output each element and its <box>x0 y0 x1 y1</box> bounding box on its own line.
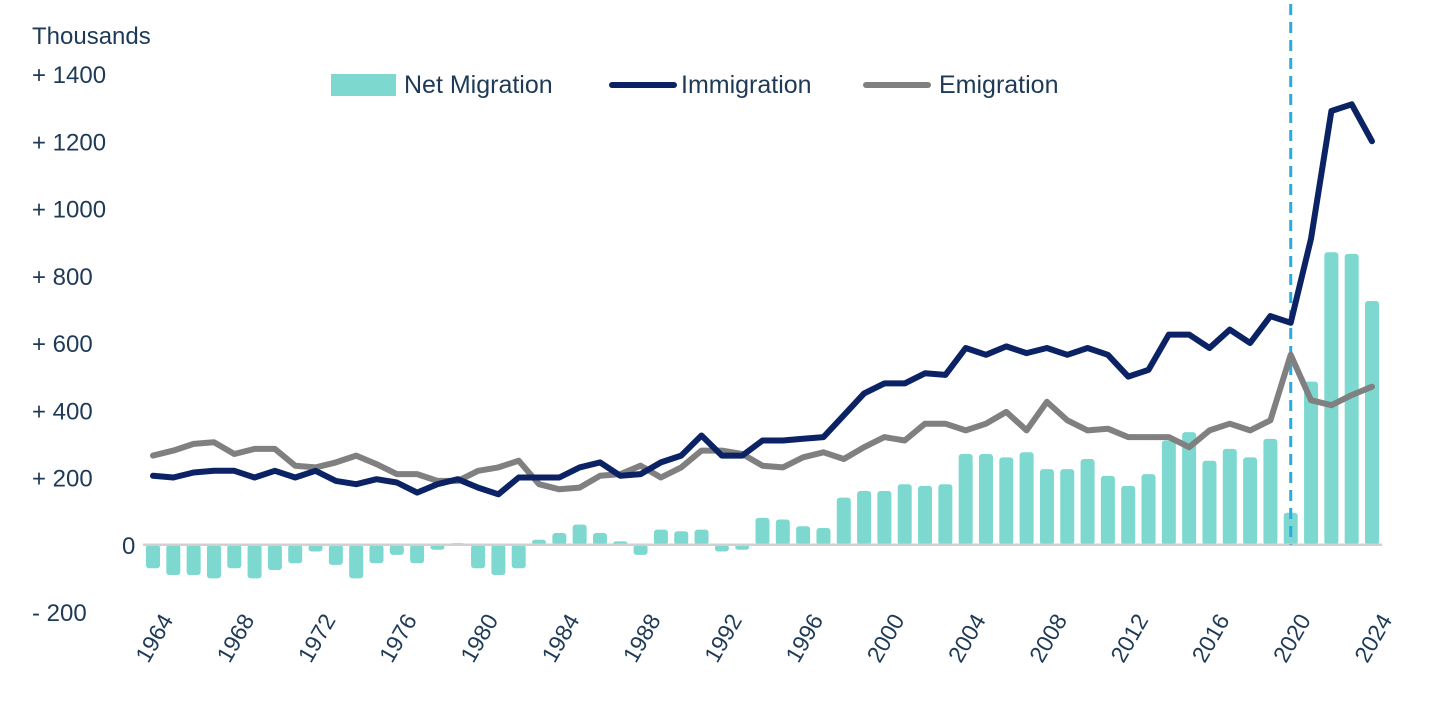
net-migration-bar <box>958 453 973 545</box>
x-tick-label: 1976 <box>374 609 422 666</box>
x-tick-label: 1980 <box>455 609 503 666</box>
y-tick-label: + 1400 <box>32 62 106 89</box>
net-migration-bar <box>775 519 790 545</box>
net-migration-bar <box>1222 448 1237 545</box>
net-migration-bar <box>1100 475 1115 545</box>
emigration-line <box>150 351 1375 493</box>
x-tick-label: 2004 <box>943 609 991 666</box>
y-axis-label: Thousands <box>32 23 151 50</box>
x-tick-label: 1964 <box>130 609 178 666</box>
y-tick-label: + 1200 <box>32 129 106 156</box>
y-tick-label: + 800 <box>32 264 93 291</box>
net-migration-bar <box>511 544 526 569</box>
x-tick-label: 2000 <box>861 609 909 666</box>
net-migration-bar <box>288 544 303 564</box>
net-migration-bar <box>328 544 343 565</box>
x-tick-label: 2024 <box>1349 609 1397 666</box>
net-migration-bar <box>897 484 912 545</box>
series-lines <box>150 101 1375 498</box>
net-migration-bar <box>857 490 872 545</box>
net-migration-bar <box>227 544 242 569</box>
legend-label-net-migration: Net Migration <box>404 71 553 99</box>
net-migration-bar <box>267 544 282 570</box>
net-migration-bar <box>836 497 851 545</box>
net-migration-bar <box>1344 253 1359 545</box>
x-tick-label: 2008 <box>1024 609 1072 666</box>
net-migration-bar <box>410 544 425 564</box>
net-migration-bars <box>146 252 1379 579</box>
net-migration-bar <box>1019 452 1034 545</box>
net-migration-bar <box>796 526 811 545</box>
net-migration-bar <box>755 517 770 545</box>
net-migration-bar <box>674 531 689 545</box>
y-tick-label: - 200 <box>32 600 87 627</box>
net-migration-bar <box>1039 469 1054 545</box>
net-migration-bar <box>146 544 160 569</box>
immigration-line <box>150 101 1375 498</box>
x-tick-label: 1992 <box>699 609 747 666</box>
net-migration-bar <box>1080 459 1095 545</box>
x-tick-label: 1968 <box>211 609 259 666</box>
y-tick-label: 0 <box>122 533 135 560</box>
net-migration-bar <box>1202 460 1217 545</box>
net-migration-bar <box>592 532 607 545</box>
x-tick-label: 1972 <box>293 609 341 666</box>
net-migration-bar <box>694 529 709 545</box>
net-migration-bar <box>653 529 668 545</box>
net-migration-bar <box>735 544 750 550</box>
y-tick-label: + 1000 <box>32 197 106 224</box>
x-tick-label: 2016 <box>1186 609 1234 666</box>
net-migration-bar <box>1304 381 1319 545</box>
y-tick-label: + 600 <box>32 331 93 358</box>
net-migration-bar <box>999 457 1014 545</box>
net-migration-bar <box>1182 432 1197 545</box>
net-migration-bar <box>349 544 364 579</box>
net-migration-bar <box>572 524 587 545</box>
net-migration-bar <box>714 544 729 552</box>
net-migration-bar <box>1060 469 1075 545</box>
net-migration-bar <box>1365 300 1379 545</box>
net-migration-bar <box>532 539 547 545</box>
legend-label-emigration: Emigration <box>939 71 1059 99</box>
net-migration-bar <box>491 544 506 576</box>
x-tick-label: 1984 <box>536 609 584 666</box>
net-migration-bar <box>1243 457 1258 545</box>
y-axis-ticks: + 1400 + 1200 + 1000 + 800 + 600 + 400 + 200 0 -… <box>32 62 135 627</box>
y-tick-label: + 400 <box>32 398 93 425</box>
net-migration-bar <box>1141 474 1156 545</box>
net-migration-bar <box>206 544 221 579</box>
net-migration-bar <box>1324 252 1339 545</box>
net-migration-bar <box>552 532 567 545</box>
net-migration-bar <box>1121 485 1136 545</box>
net-migration-bar <box>186 544 201 576</box>
net-migration-bar <box>978 453 993 545</box>
net-migration-bar <box>247 544 262 579</box>
net-migration-bar <box>369 544 384 564</box>
x-tick-label: 1996 <box>780 609 828 666</box>
net-migration-bar <box>938 484 953 545</box>
net-migration-bar <box>389 544 404 555</box>
legend-label-immigration: Immigration <box>681 71 812 99</box>
net-migration-bar <box>1161 440 1176 545</box>
net-migration-bar <box>308 544 323 552</box>
legend: Net Migration Immigration Emigration <box>331 71 1059 99</box>
y-tick-label: + 200 <box>32 466 93 493</box>
x-tick-label: 2020 <box>1268 609 1316 666</box>
x-tick-label: 2012 <box>1105 609 1153 666</box>
net-migration-bar <box>1263 438 1278 545</box>
net-migration-bar <box>633 544 648 555</box>
net-migration-bar <box>816 527 831 545</box>
net-migration-bar <box>918 485 933 545</box>
legend-swatch-net-migration <box>331 74 396 96</box>
net-migration-bar <box>166 544 181 576</box>
x-tick-label: 1988 <box>618 609 666 666</box>
net-migration-bar <box>877 490 892 545</box>
x-axis-ticks: 1964 1968 1972 1976 1980 1984 1988 1992 1996 2000… <box>130 609 1397 666</box>
net-migration-bar <box>430 544 445 550</box>
net-migration-bar <box>471 544 486 569</box>
